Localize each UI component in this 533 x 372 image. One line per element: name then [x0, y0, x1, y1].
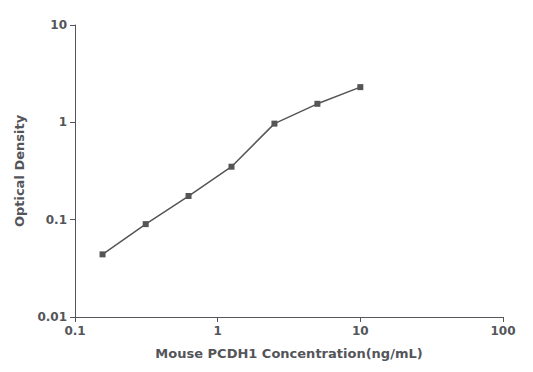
svg-text:1: 1 [59, 115, 67, 129]
svg-text:Optical Density: Optical Density [12, 114, 27, 227]
svg-text:100: 100 [490, 324, 515, 338]
svg-text:0.01: 0.01 [37, 310, 67, 324]
svg-text:10: 10 [50, 18, 67, 32]
svg-text:Mouse PCDH1 Concentration(ng/m: Mouse PCDH1 Concentration(ng/mL) [155, 346, 422, 361]
svg-text:0.1: 0.1 [64, 324, 85, 338]
svg-text:1: 1 [213, 324, 221, 338]
svg-text:10: 10 [352, 324, 369, 338]
svg-text:0.1: 0.1 [46, 213, 67, 227]
